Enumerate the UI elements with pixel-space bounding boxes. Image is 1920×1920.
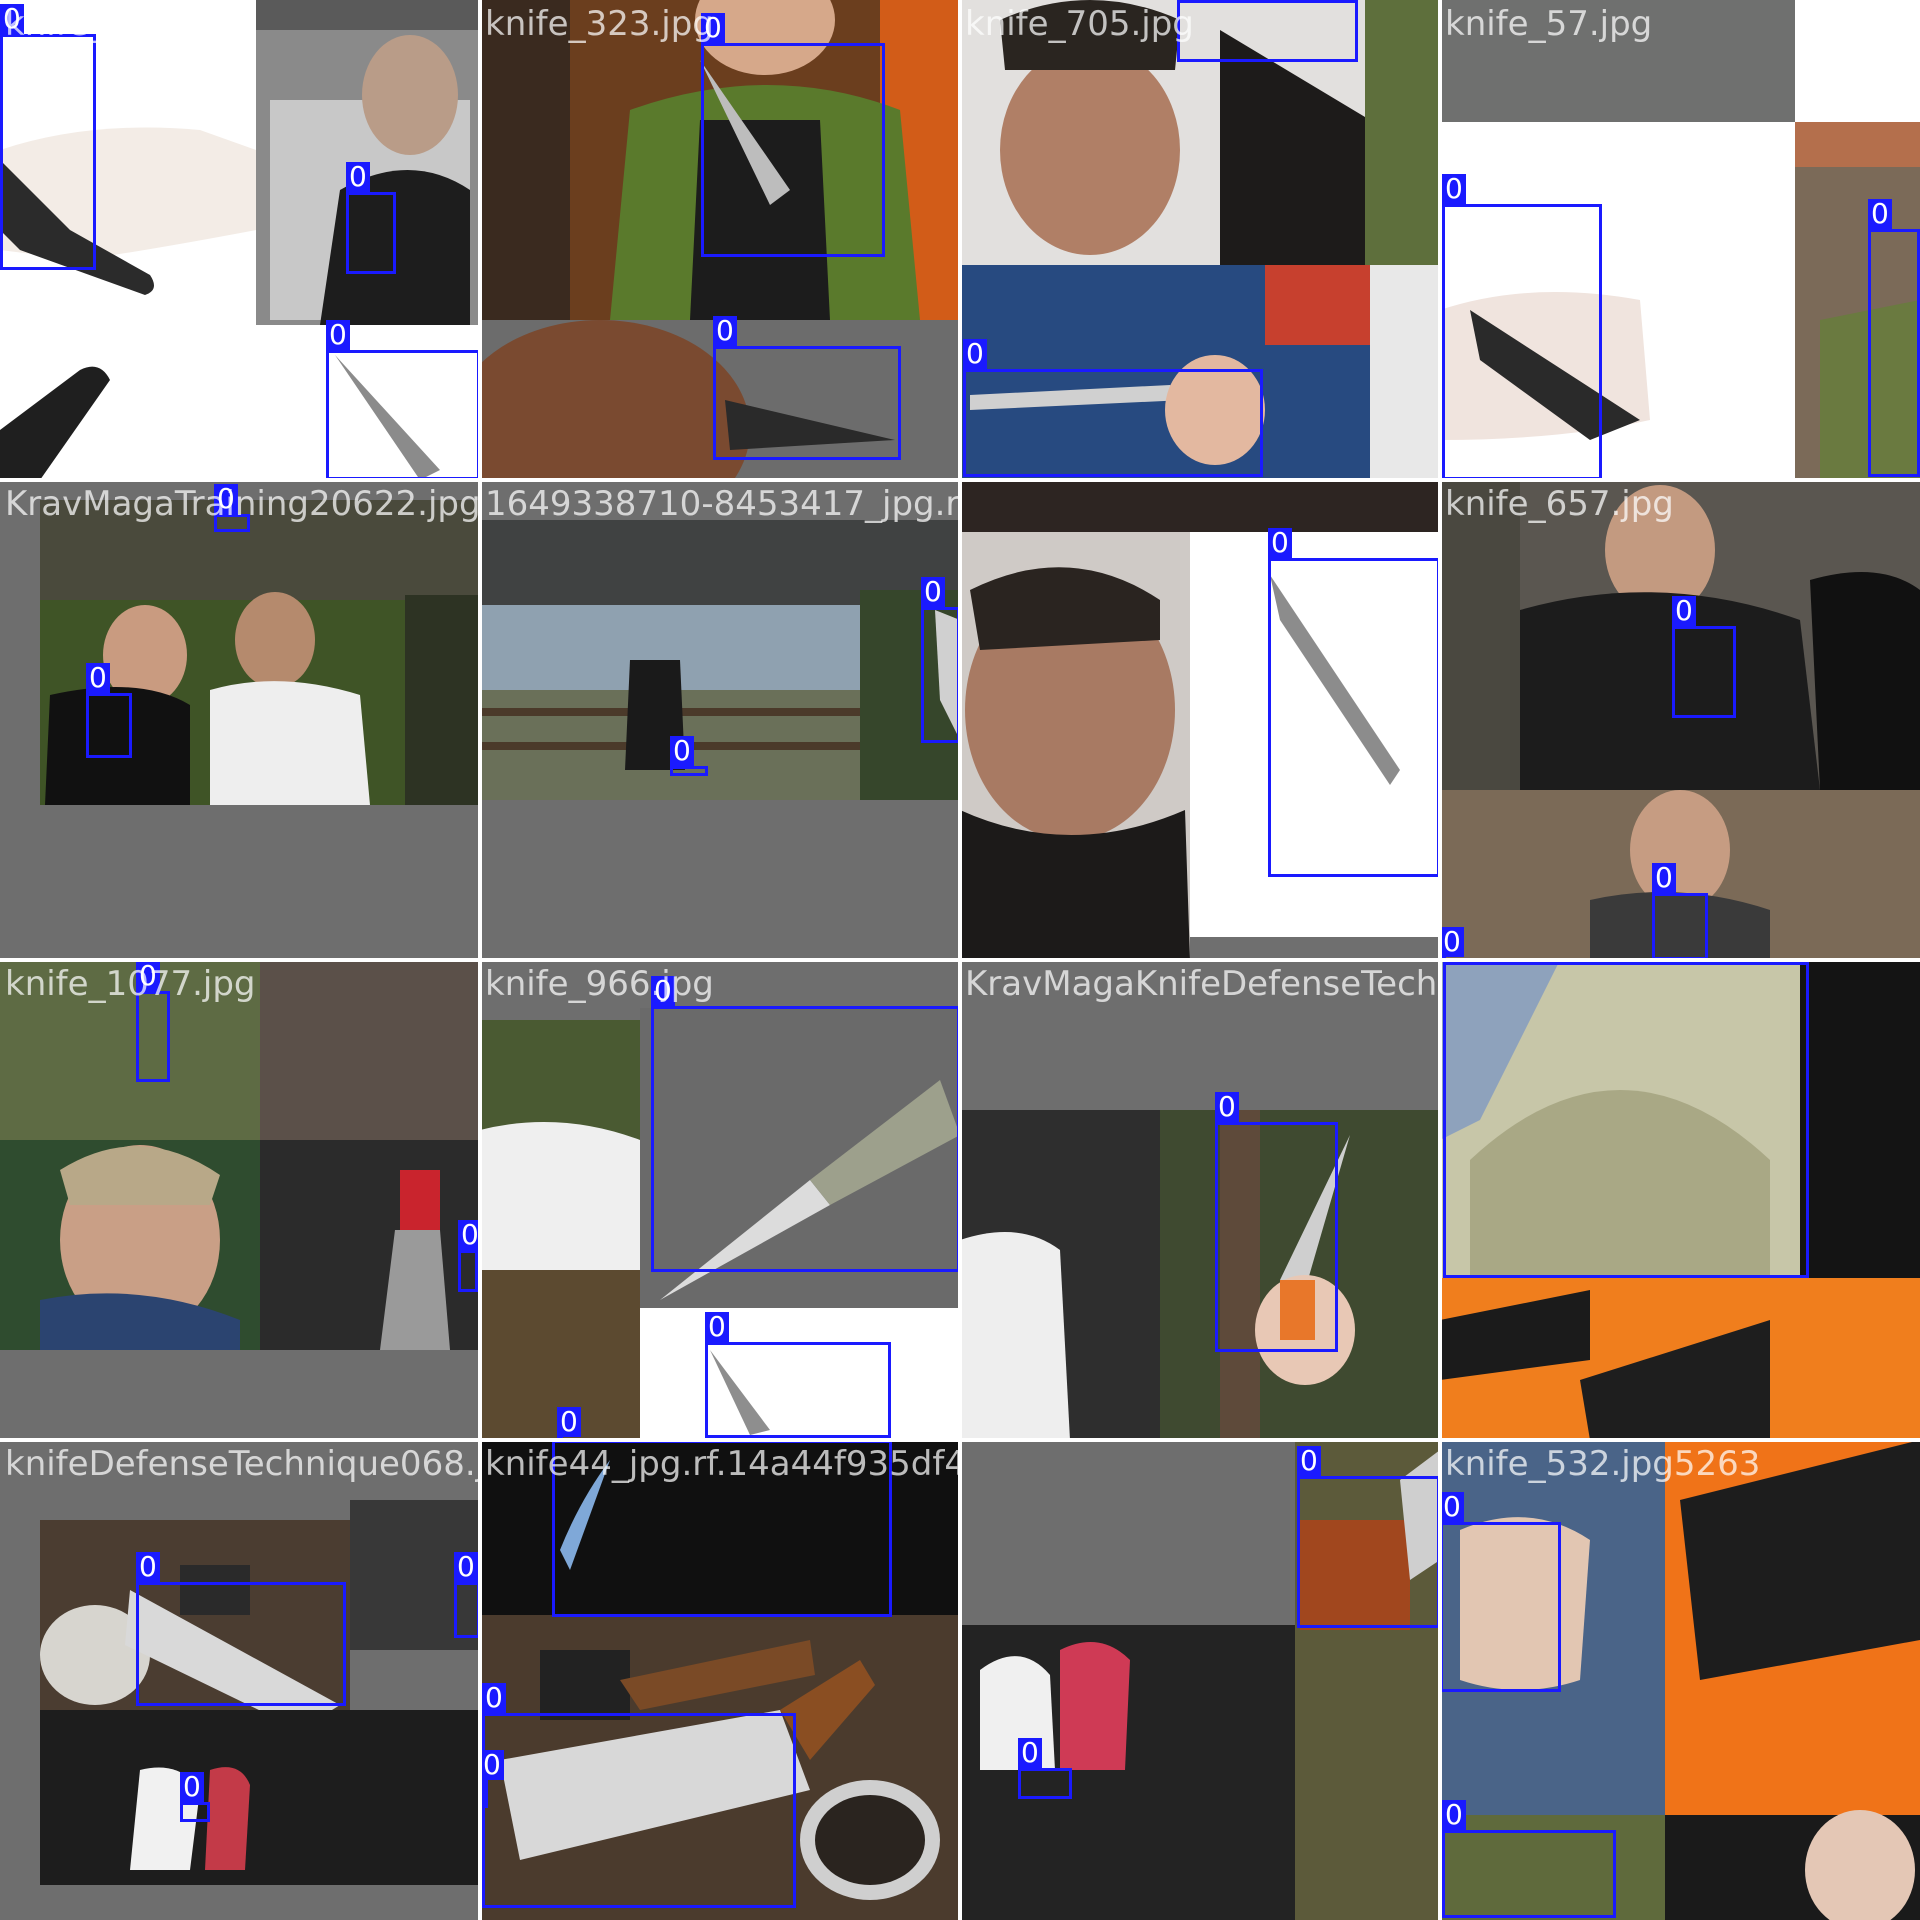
tile-image bbox=[960, 1440, 1440, 1920]
bounding-box: 0 bbox=[454, 1552, 480, 1638]
bounding-box: 0 bbox=[713, 316, 901, 460]
bounding-box: 0 bbox=[346, 162, 396, 274]
bounding-box: 0 bbox=[963, 339, 1263, 477]
bounding-box: 0 bbox=[701, 13, 885, 257]
mosaic-tile: KravMagaKnifeDefenseTechnique9744_jpg.rf… bbox=[960, 960, 1440, 1440]
class-label: 0 bbox=[0, 4, 24, 34]
mosaic-tile: KravMagaTraining20622.jpg 0 0 bbox=[0, 480, 480, 960]
bounding-box: 0 bbox=[921, 577, 960, 743]
class-label: 0 bbox=[482, 1683, 506, 1713]
tile-image bbox=[480, 0, 960, 480]
bounding-box: 0 bbox=[482, 1683, 796, 1908]
bounding-box: 0 bbox=[1868, 199, 1920, 477]
tile-separator bbox=[0, 1438, 1920, 1442]
mosaic-tile: knife_657.jpg 0 0 0 bbox=[1440, 480, 1920, 960]
class-label: 0 bbox=[86, 663, 110, 693]
bounding-box: 0 bbox=[1442, 174, 1602, 480]
class-label: 0 bbox=[963, 339, 987, 369]
tile-image bbox=[0, 960, 480, 1440]
mosaic-tile: 0 bbox=[1440, 960, 1920, 1440]
tile-image bbox=[480, 1440, 960, 1920]
class-label: 0 bbox=[1868, 199, 1892, 229]
bounding-box: 0 bbox=[136, 961, 170, 1082]
tile-image bbox=[1440, 960, 1920, 1440]
class-label: 0 bbox=[180, 1772, 204, 1802]
bounding-box: 0 bbox=[1268, 528, 1440, 877]
mosaic-tile: knife_705.jpg 0 0 bbox=[960, 0, 1440, 480]
mosaic-tile: knife_57.jpg 0 0 bbox=[1440, 0, 1920, 480]
bounding-box: 0 bbox=[86, 663, 132, 758]
class-label: 0 bbox=[458, 1220, 480, 1250]
mosaic-tile: knife_966.jpg 0 0 0 bbox=[480, 960, 960, 1440]
mosaic-tile: knife_58.jpg 0 0 0 bbox=[0, 0, 480, 480]
class-label: 0 bbox=[136, 961, 160, 991]
bounding-box: 0 bbox=[0, 4, 96, 270]
class-label: 0 bbox=[346, 162, 370, 192]
class-label: 0 bbox=[651, 976, 675, 1006]
tile-image bbox=[1440, 1440, 1920, 1920]
tile-image bbox=[1440, 480, 1920, 960]
class-label: 0 bbox=[1442, 1800, 1466, 1830]
class-label: 0 bbox=[1440, 927, 1464, 957]
bounding-box: 0 bbox=[1440, 1492, 1561, 1692]
bounding-box: 0 bbox=[214, 484, 250, 532]
class-label: 0 bbox=[705, 1312, 729, 1342]
bounding-box: 0 bbox=[136, 1552, 346, 1706]
tile-separator bbox=[0, 958, 1920, 962]
class-label: 0 bbox=[1215, 1092, 1239, 1122]
tile-image bbox=[480, 480, 960, 960]
tile-image bbox=[960, 0, 1440, 480]
tile-image bbox=[1440, 0, 1920, 480]
class-label: 0 bbox=[921, 577, 945, 607]
tile-image bbox=[960, 960, 1440, 1440]
class-label: 0 bbox=[1268, 528, 1292, 558]
class-label: 0 bbox=[1440, 1492, 1464, 1522]
class-label: 0 bbox=[670, 736, 694, 766]
mosaic-tile: knife_532.jpg5263 0 0 bbox=[1440, 1440, 1920, 1920]
bounding-box: 0 bbox=[326, 320, 480, 480]
class-label: 0 bbox=[701, 13, 725, 43]
class-label: 0 bbox=[454, 1552, 478, 1582]
bounding-box: 0 bbox=[458, 1220, 480, 1292]
mosaic-tile: 0 bbox=[960, 480, 1440, 960]
mosaic-tile: knifeDefenseTechnique068.jpg 0 0 0 bbox=[0, 1440, 480, 1920]
class-label: 0 bbox=[1297, 1446, 1321, 1476]
class-label: 0 bbox=[557, 1407, 581, 1437]
tile-image bbox=[480, 960, 960, 1440]
mosaic-tile: 1649338710-8453417_jpg.rf.eb8c5212a9385f… bbox=[480, 480, 960, 960]
class-label: 0 bbox=[713, 316, 737, 346]
bounding-box: 0 bbox=[705, 1312, 891, 1438]
bounding-box: 0 bbox=[1018, 1738, 1072, 1799]
bounding-box: 0 bbox=[651, 976, 960, 1272]
mosaic-tile: knife_323.jpg 0 0 bbox=[480, 0, 960, 480]
bounding-box: 0 bbox=[1443, 960, 1809, 1278]
mosaic-tile: knife44_jpg.rf.14a44f935df4f12a8dc427487… bbox=[480, 1440, 960, 1920]
class-label: 0 bbox=[1672, 596, 1696, 626]
tile-image bbox=[0, 0, 480, 480]
class-label: 0 bbox=[1652, 863, 1676, 893]
bounding-box: 0 bbox=[1440, 927, 1464, 960]
bounding-box: 0 bbox=[1177, 0, 1358, 62]
bounding-box: 0 bbox=[1442, 1800, 1616, 1918]
class-label: 0 bbox=[326, 320, 350, 350]
bounding-box: 0 bbox=[180, 1772, 210, 1822]
bounding-box: 0 bbox=[670, 736, 708, 776]
bounding-box: 0 bbox=[1215, 1092, 1338, 1352]
tile-image bbox=[960, 480, 1440, 960]
class-label: 0 bbox=[480, 1750, 504, 1780]
class-label: 0 bbox=[214, 484, 238, 514]
mosaic-tile: 0 0 bbox=[960, 1440, 1440, 1920]
tile-image bbox=[0, 480, 480, 960]
class-label: 0 bbox=[136, 1552, 160, 1582]
class-label: 0 bbox=[1442, 174, 1466, 204]
mosaic-tile: knife_1077.jpg 0 0 bbox=[0, 960, 480, 1440]
bounding-box: 0 bbox=[1652, 863, 1708, 960]
class-label: 0 bbox=[1018, 1738, 1042, 1768]
tile-separator bbox=[0, 478, 1920, 482]
bounding-box: 0 bbox=[1297, 1446, 1440, 1628]
bounding-box: 0 bbox=[1672, 596, 1736, 718]
bounding-box: 0 bbox=[552, 1440, 892, 1617]
